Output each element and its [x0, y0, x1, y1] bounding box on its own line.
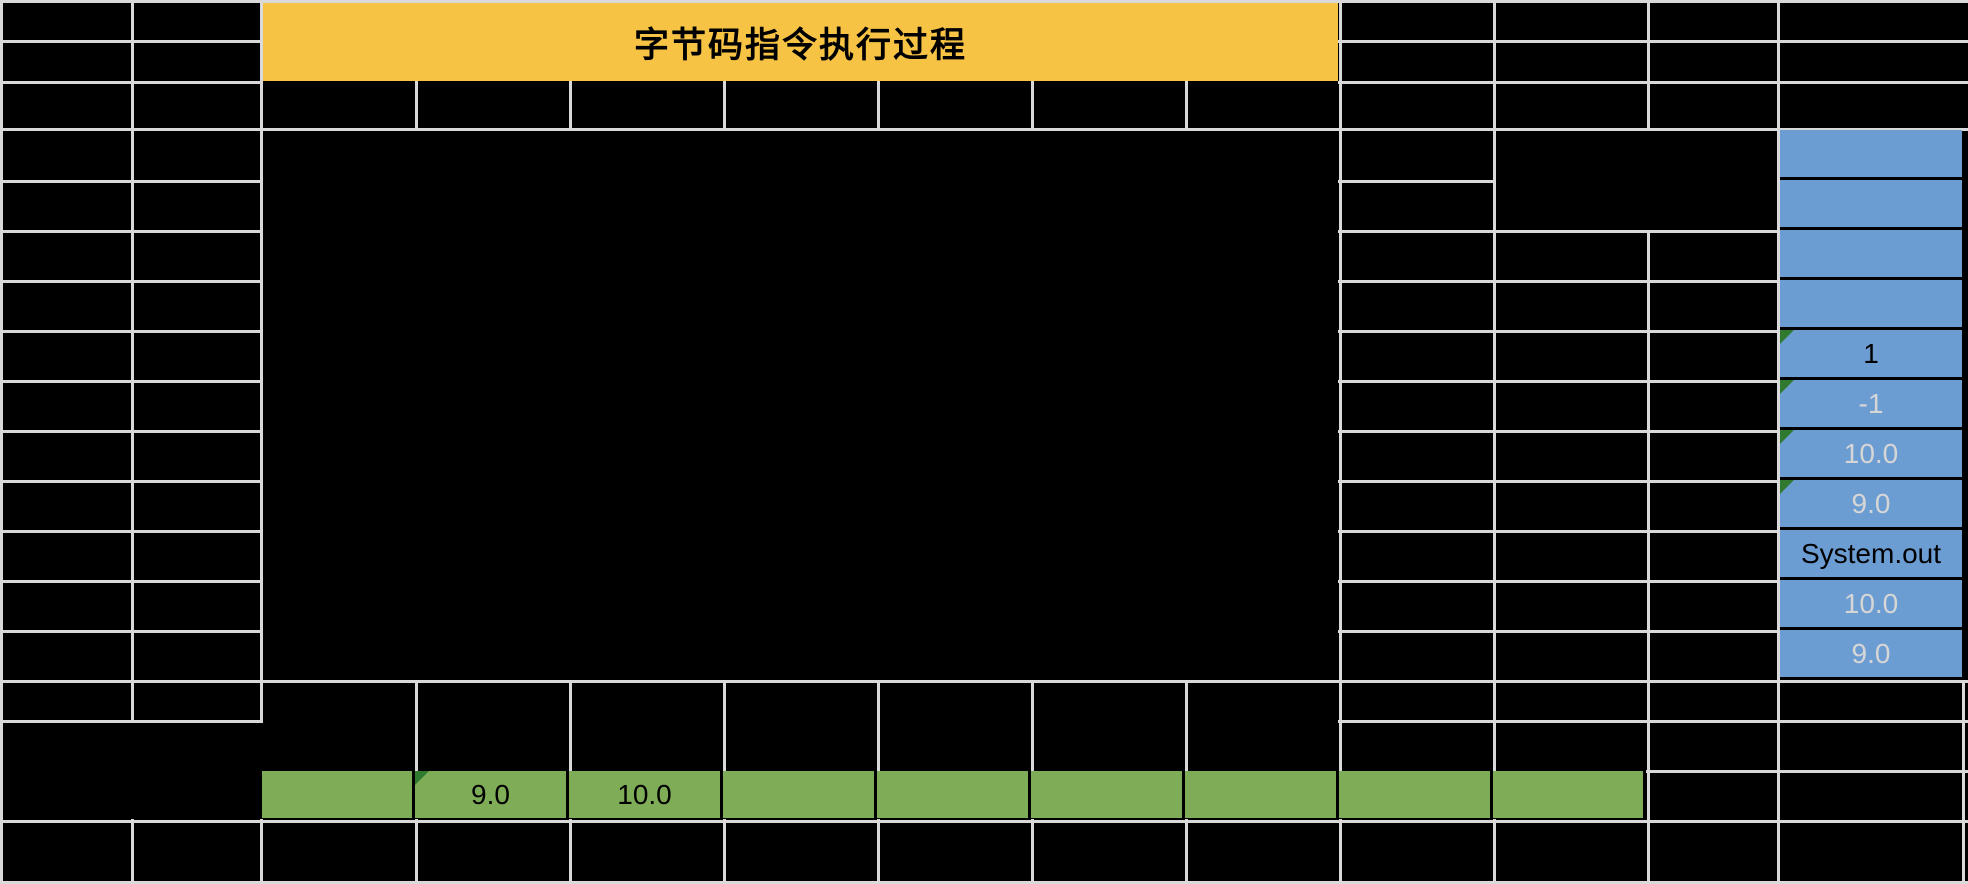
gridline-v: [1962, 680, 1965, 884]
stack-cell-value: 9.0: [1851, 487, 1891, 519]
gridline-h: [1338, 630, 1778, 633]
gridline-v: [1185, 819, 1188, 884]
gridline-v: [1339, 819, 1342, 884]
gridline-h: [0, 280, 261, 283]
gridline-v: [260, 0, 263, 723]
stack-cell[interactable]: 9.0: [1780, 630, 1962, 677]
gridline-v: [260, 819, 263, 884]
gridline-h: [0, 480, 261, 483]
stack-cell[interactable]: 9.0: [1780, 480, 1962, 527]
gridline-v: [415, 819, 418, 884]
error-indicator-icon: [1780, 480, 1794, 494]
stack-cell[interactable]: System.out: [1780, 530, 1962, 577]
row-cell[interactable]: 9.0: [415, 771, 566, 818]
gridline-v: [131, 0, 134, 723]
stack-cell[interactable]: [1780, 230, 1962, 277]
gridline-v: [0, 0, 3, 884]
row-cell[interactable]: [1031, 771, 1182, 818]
gridline-h: [0, 881, 1968, 884]
gridline-v: [1493, 0, 1496, 772]
gridline-h: [1338, 580, 1778, 583]
stack-cell[interactable]: [1780, 130, 1962, 177]
row-cell-value: 9.0: [471, 778, 510, 810]
gridline-h: [0, 230, 261, 233]
gridline-v: [723, 819, 726, 884]
gridline-v: [131, 819, 134, 884]
gridline-h: [1338, 430, 1778, 433]
stack-cell-value: 10.0: [1843, 587, 1899, 619]
gridline-h: [0, 330, 261, 333]
gridline-v: [1339, 0, 1342, 772]
error-indicator-icon: [1780, 430, 1794, 444]
gridline-v: [569, 680, 572, 772]
stack-cell-value: 9.0: [1851, 637, 1891, 669]
gridline-h: [0, 680, 1968, 683]
gridline-v: [415, 81, 418, 131]
error-indicator-icon: [1780, 330, 1794, 344]
gridline-h: [1338, 720, 1968, 723]
gridline-h: [1338, 81, 1968, 84]
row-cell[interactable]: 10.0: [569, 771, 720, 818]
stack-cell-value: System.out: [1800, 537, 1942, 569]
gridline-v: [723, 81, 726, 131]
title-cell[interactable]: 字节码指令执行过程: [263, 3, 1338, 81]
stack-cell-value: 1: [1863, 337, 1879, 369]
gridline-h: [0, 530, 261, 533]
gridline-h: [1338, 480, 1778, 483]
gridline-v: [569, 819, 572, 884]
gridline-v: [1031, 680, 1034, 772]
stack-cell[interactable]: -1: [1780, 380, 1962, 427]
row-cell[interactable]: [1493, 771, 1643, 818]
gridline-v: [569, 81, 572, 131]
error-indicator-icon: [1780, 380, 1794, 394]
gridline-h: [1338, 380, 1778, 383]
gridline-v: [1493, 819, 1496, 884]
row-cell[interactable]: [1185, 771, 1336, 818]
gridline-h: [1338, 230, 1778, 233]
gridline-h: [0, 0, 1968, 3]
gridline-v: [1647, 230, 1650, 884]
row-cell-value: 10.0: [617, 778, 672, 810]
gridline-h: [0, 580, 261, 583]
gridline-v: [723, 680, 726, 772]
row-cell[interactable]: [1339, 771, 1490, 818]
gridline-v: [1031, 819, 1034, 884]
stack-cell-value: 10.0: [1843, 437, 1899, 469]
gridline-h: [0, 380, 261, 383]
error-indicator-icon: [415, 771, 429, 785]
gridline-h: [0, 40, 261, 43]
stack-cell-value: -1: [1858, 387, 1884, 419]
gridline-h: [0, 820, 1968, 823]
stack-cell[interactable]: 10.0: [1780, 580, 1962, 627]
gridline-h: [0, 430, 261, 433]
gridline-h: [1338, 330, 1778, 333]
gridline-v: [877, 819, 880, 884]
gridline-h: [0, 720, 261, 723]
gridline-h: [0, 630, 261, 633]
gridline-v: [1185, 81, 1188, 131]
stack-cell[interactable]: [1780, 280, 1962, 327]
gridline-v: [1031, 81, 1034, 131]
gridline-h: [0, 128, 1968, 131]
stack-cell[interactable]: 10.0: [1780, 430, 1962, 477]
row-cell[interactable]: [262, 771, 412, 818]
stack-cell[interactable]: 1: [1780, 330, 1962, 377]
gridline-v: [877, 81, 880, 131]
gridline-v: [1185, 680, 1188, 772]
gridline-h: [1338, 40, 1968, 43]
stack-cell[interactable]: [1780, 180, 1962, 227]
gridline-h: [1338, 180, 1494, 183]
gridline-v: [415, 680, 418, 772]
gridline-v: [1647, 0, 1650, 131]
gridline-h: [1338, 280, 1778, 283]
row-cell[interactable]: [877, 771, 1028, 818]
row-cell[interactable]: [723, 771, 874, 818]
gridline-v: [877, 680, 880, 772]
gridline-h: [0, 81, 261, 84]
gridline-h: [0, 180, 261, 183]
gridline-h: [1646, 770, 1968, 773]
gridline-h: [1338, 530, 1778, 533]
gridline-v: [1777, 0, 1780, 884]
